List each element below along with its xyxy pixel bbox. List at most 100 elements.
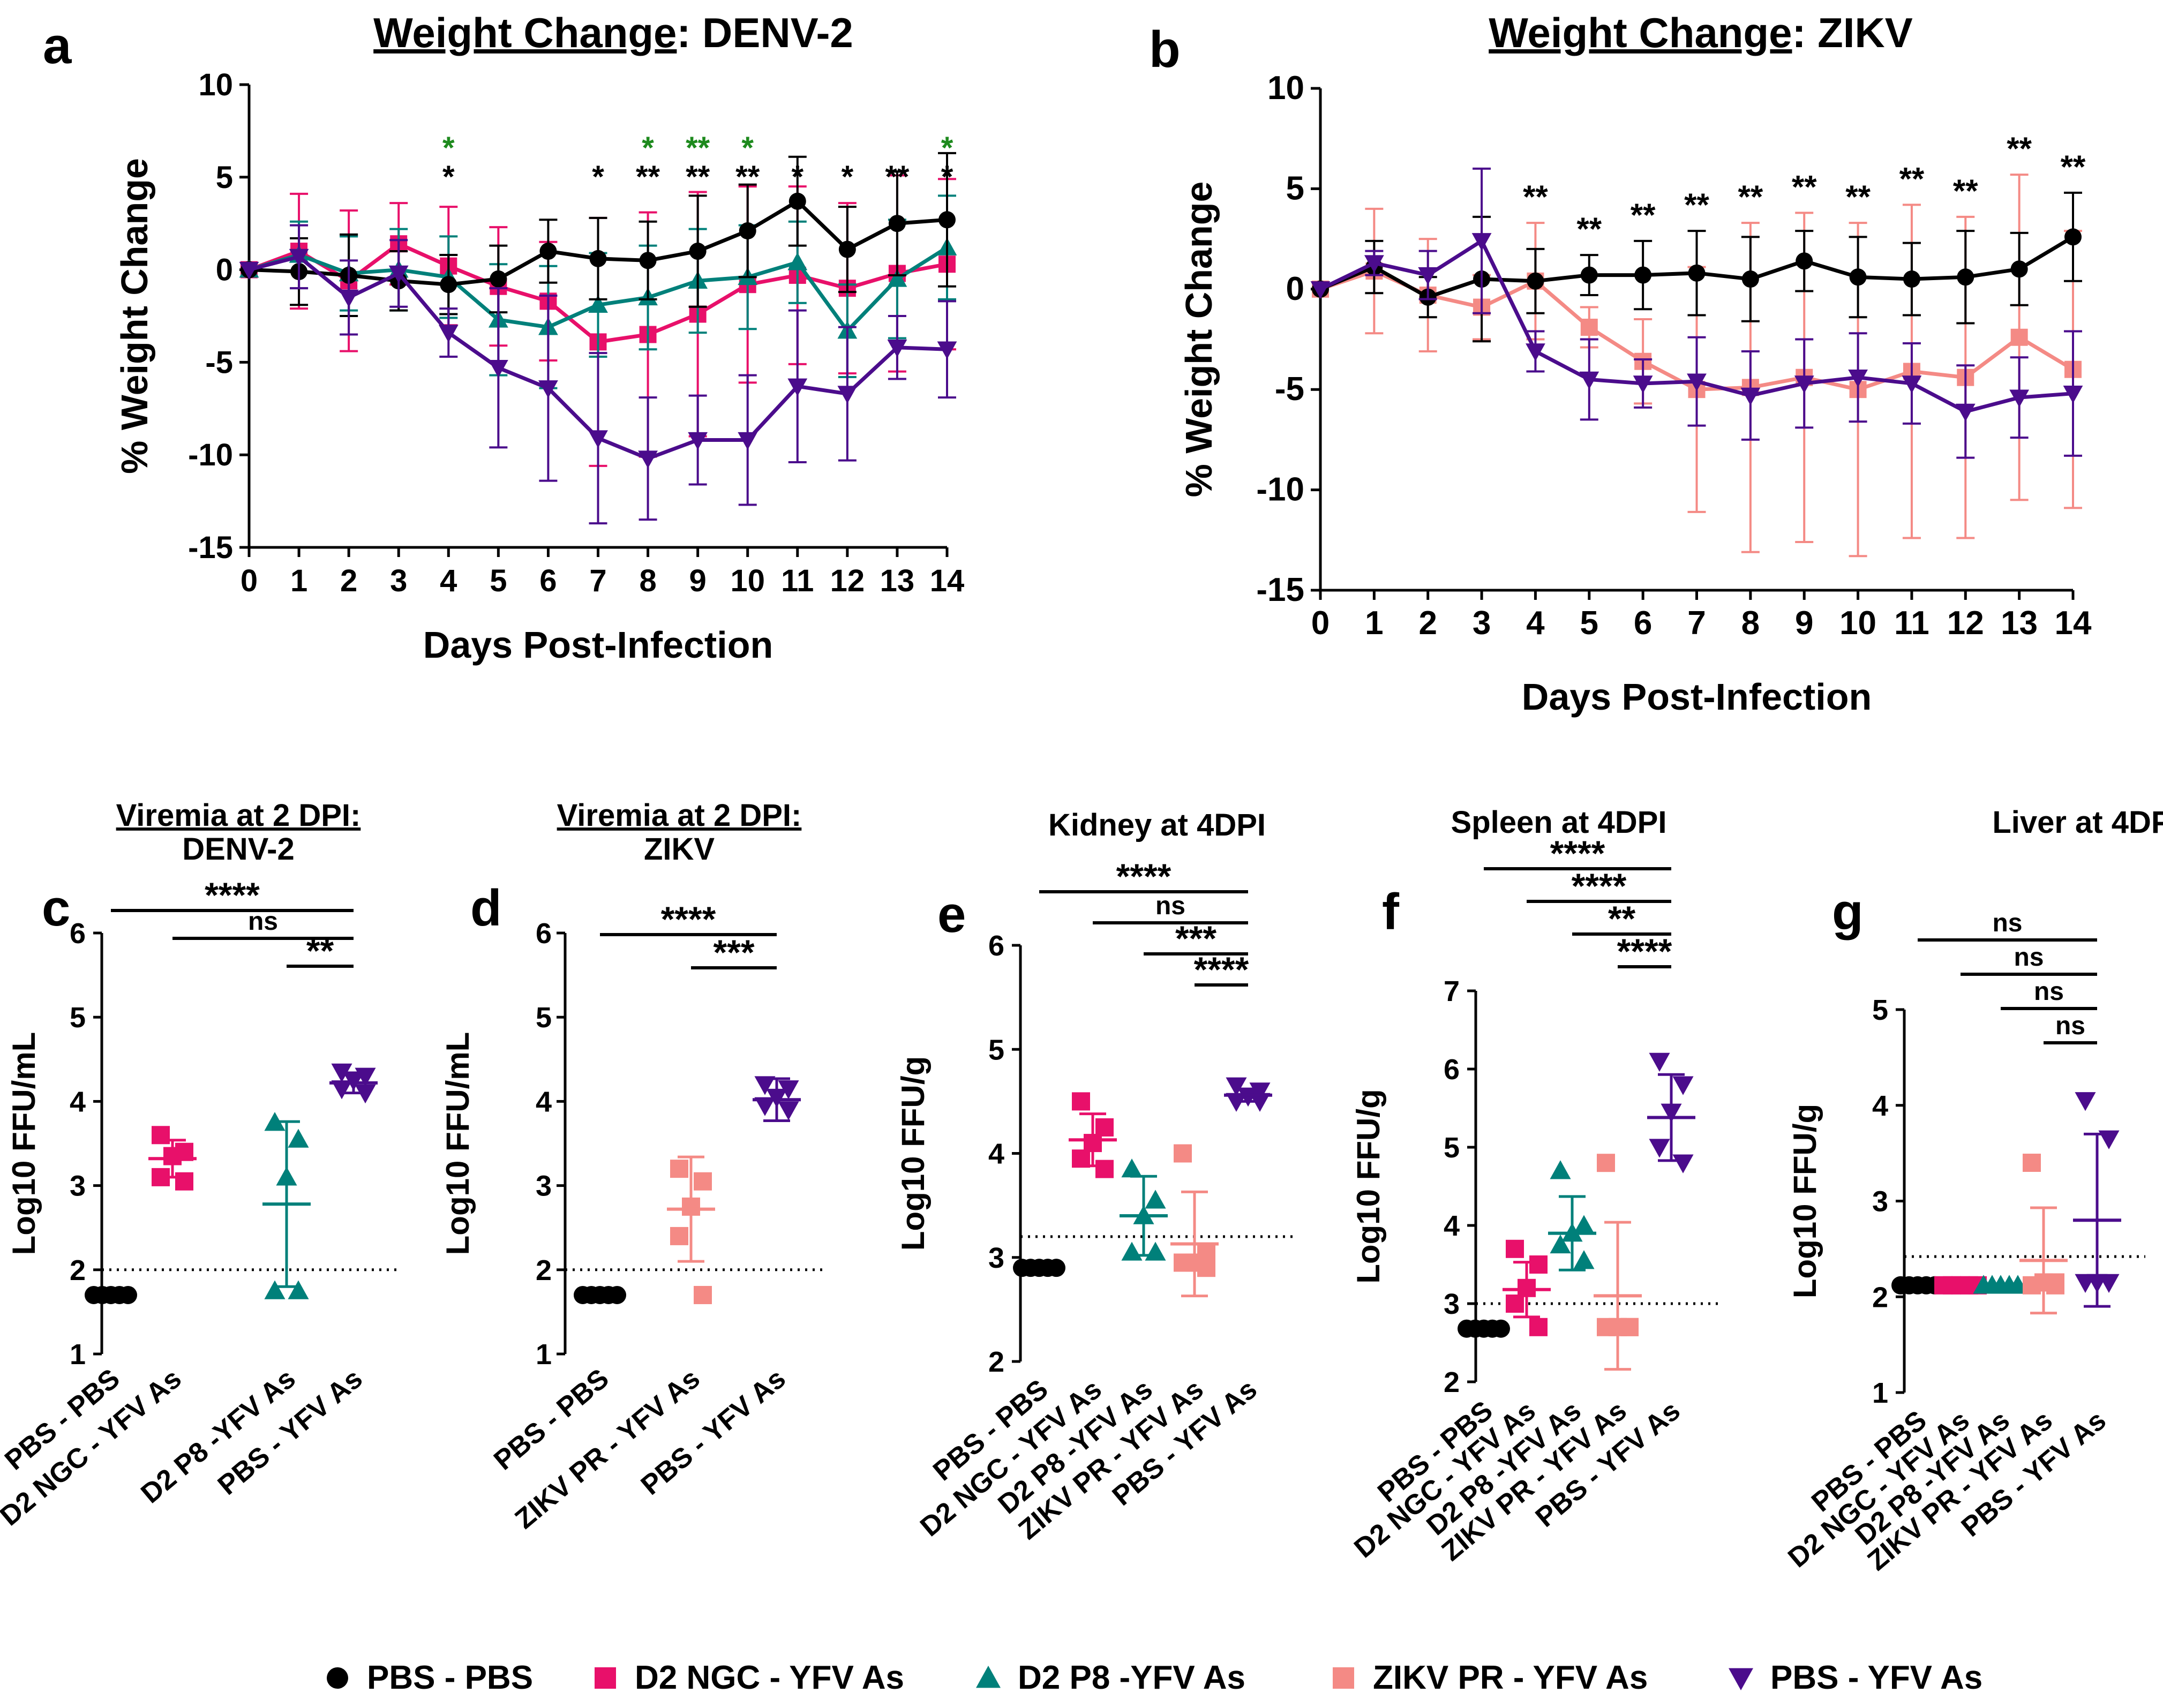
x-tick-label: 7: [1687, 605, 1706, 642]
y-tick-label: 3: [988, 1242, 1004, 1274]
y-tick-label: 2: [1444, 1366, 1460, 1398]
data-point: [1364, 255, 1384, 273]
x-tick-label: 6: [539, 563, 557, 598]
data-point: [788, 192, 806, 210]
y-axis-label: % Weight Change: [1178, 182, 1220, 498]
x-tick-label: 6: [1634, 605, 1652, 642]
x-tick-label: 8: [1741, 605, 1760, 642]
data-point: [588, 430, 608, 448]
data-point: [1492, 1319, 1510, 1338]
x-tick-label: 8: [639, 563, 656, 598]
y-tick-label: 1: [1872, 1377, 1888, 1409]
data-point: [888, 215, 906, 232]
data-point: [1527, 272, 1544, 290]
data-point: [2075, 1274, 2096, 1293]
y-tick-label: 5: [216, 160, 233, 195]
data-point: [639, 252, 657, 269]
data-point: [1580, 266, 1598, 284]
y-tick-label: 2: [988, 1346, 1004, 1378]
comparison-label: **: [306, 931, 334, 970]
panel-letter: d: [470, 879, 502, 937]
data-point: [739, 222, 756, 240]
data-point: [1550, 1234, 1571, 1254]
group-PBS - YFV As: [1647, 1052, 1695, 1173]
data-point: [1145, 1190, 1166, 1209]
data-point: [1597, 1318, 1615, 1336]
data-point: [1095, 1118, 1114, 1137]
y-tick-label: -10: [188, 438, 233, 472]
y-tick-label: 6: [70, 917, 86, 950]
data-point: [694, 1285, 712, 1304]
significance-black: **: [1792, 169, 1817, 205]
data-point: [488, 360, 508, 378]
data-point: [1529, 1318, 1548, 1336]
comparison-label: ****: [661, 899, 716, 939]
chart-title-rest: : ZIKV: [1792, 9, 1912, 56]
significance-black: **: [885, 160, 910, 194]
x-tick-label: 9: [689, 563, 707, 598]
comparison-label: ns: [2055, 1012, 2085, 1040]
y-tick-label: 10: [1267, 70, 1304, 107]
y-tick-label: 5: [1872, 994, 1888, 1026]
data-point: [2075, 1092, 2096, 1111]
y-tick-label: 7: [1444, 975, 1460, 1007]
data-point: [175, 1172, 193, 1191]
series-PBS - PBS: [1312, 191, 2082, 343]
data-point: [1580, 319, 1598, 336]
legend-marker: [1729, 1668, 1753, 1690]
data-point: [1529, 1255, 1548, 1274]
data-point: [670, 1227, 688, 1245]
x-tick-label: 0: [241, 563, 258, 598]
data-point: [1597, 1154, 1615, 1172]
data-point: [837, 386, 858, 404]
significance-black: **: [2007, 131, 2032, 167]
data-point: [1794, 375, 1814, 394]
x-tick-label: 10: [730, 563, 765, 598]
y-axis-label: Log10 FFU/g: [1787, 1104, 1823, 1298]
x-tick-label: 4: [1526, 605, 1545, 642]
data-point: [638, 450, 658, 469]
y-tick-label: 6: [988, 930, 1004, 962]
data-point: [2064, 228, 2082, 246]
panel-letter: f: [1382, 883, 1400, 940]
x-axis-label: Days Post-Infection: [423, 624, 773, 666]
y-tick-label: 5: [988, 1034, 1004, 1066]
data-point: [688, 432, 708, 450]
data-point: [754, 1076, 776, 1095]
data-point: [440, 276, 457, 294]
data-point: [2046, 1276, 2064, 1295]
data-point: [694, 1172, 712, 1191]
comparison-label: ns: [2014, 943, 2044, 972]
group-PBS - PBS: [85, 1285, 137, 1304]
data-point: [339, 289, 359, 307]
data-point: [1740, 387, 1761, 405]
legend-item: ZIKV PR - YFV As: [1333, 1659, 1648, 1696]
data-point: [1579, 371, 1599, 389]
y-tick-label: 2: [70, 1254, 86, 1286]
significance-black: **: [735, 160, 760, 194]
x-tick-label: 1: [290, 563, 307, 598]
y-tick-label: 5: [536, 1002, 552, 1034]
data-point: [1471, 233, 1492, 251]
x-tick-label: 12: [830, 563, 865, 598]
data-point: [2063, 385, 2083, 404]
y-tick-label: -5: [205, 345, 233, 380]
data-point: [608, 1285, 626, 1304]
comparison-label: ****: [1194, 950, 1249, 989]
data-point: [438, 325, 459, 343]
data-point: [887, 269, 907, 287]
chart-title: Kidney at 4DPI: [1048, 808, 1266, 842]
significance-black: *: [842, 160, 854, 194]
x-tick-label: 5: [1580, 605, 1598, 642]
group-D2 NGC - YFV As: [1503, 1239, 1551, 1336]
group-D2 NGC - YFV As: [1934, 1276, 1987, 1295]
panel-d: d Viremia at 2 DPI:ZIKV 1 2 3 4 5 6 Log10 FFU/mL…: [440, 798, 825, 1535]
legend-marker: [1333, 1667, 1354, 1689]
data-point: [778, 1101, 799, 1120]
comparison-label: ns: [248, 907, 278, 936]
y-tick-label: 3: [1872, 1186, 1888, 1218]
data-point: [1649, 1139, 1670, 1158]
